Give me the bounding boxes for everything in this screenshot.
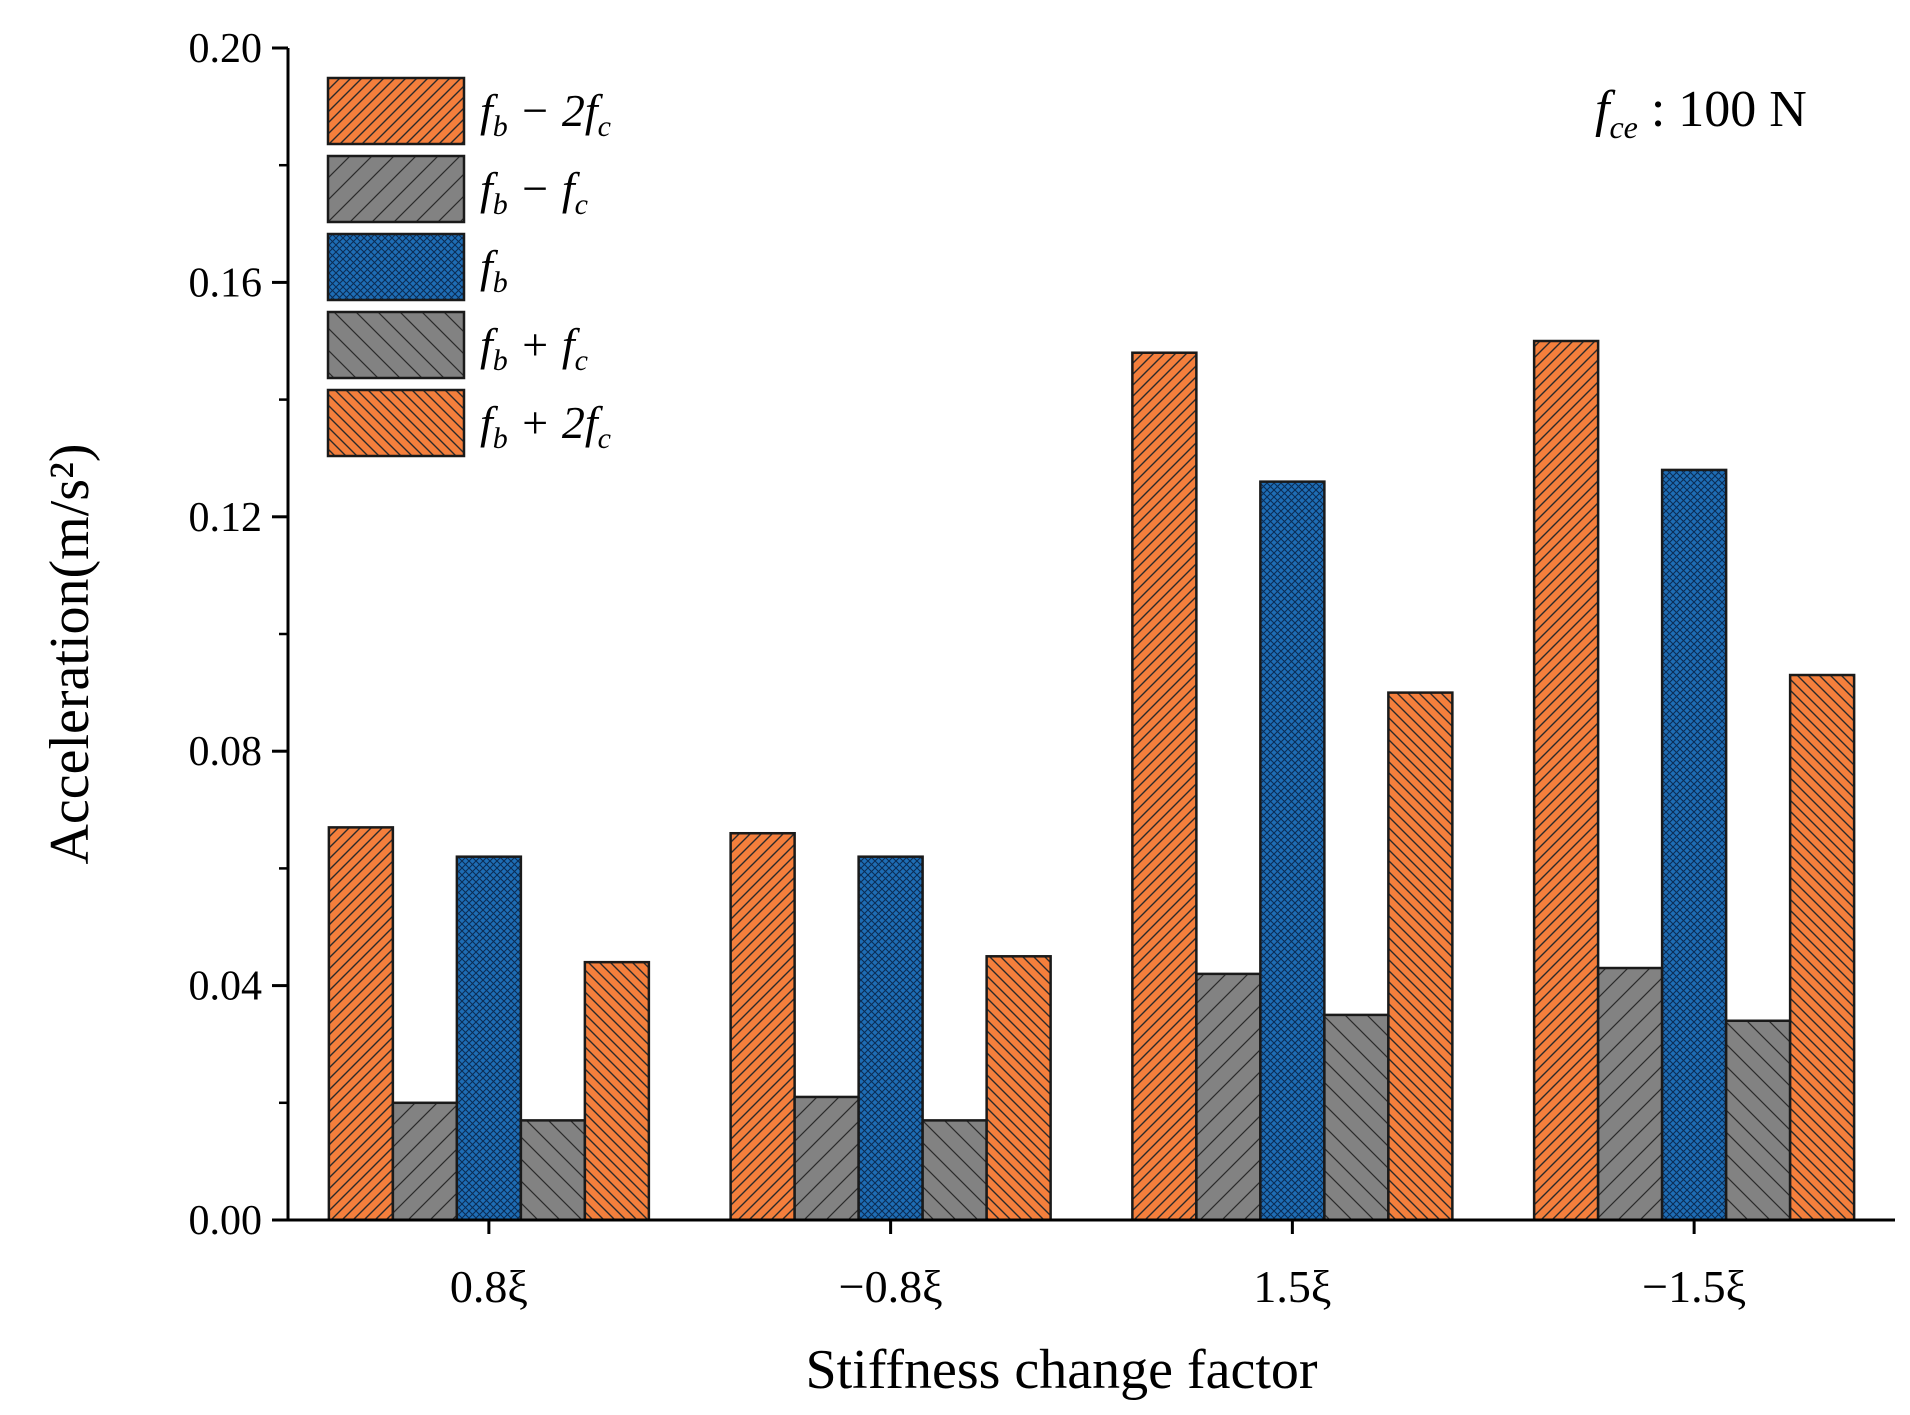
legend-label: fb − fc bbox=[480, 163, 588, 221]
x-tick-label: −1.5ξ bbox=[1642, 1261, 1746, 1312]
y-tick-label: 0.20 bbox=[189, 26, 263, 72]
y-tick-label: 0.12 bbox=[189, 495, 263, 541]
y-tick-label: 0.04 bbox=[189, 964, 263, 1010]
bar-2-0 bbox=[1131, 351, 1198, 1222]
legend-label: fb + fc bbox=[480, 319, 588, 377]
bar-1-1 bbox=[793, 1095, 860, 1222]
bar-1-2 bbox=[857, 855, 924, 1222]
bar-2-2 bbox=[1259, 480, 1326, 1222]
x-tick-label: 0.8ξ bbox=[450, 1261, 528, 1312]
bar-0-1 bbox=[391, 1101, 459, 1222]
legend-swatch bbox=[326, 388, 466, 458]
legend-swatch bbox=[326, 76, 466, 146]
legend-swatch bbox=[326, 310, 466, 380]
bar-1-4 bbox=[985, 955, 1052, 1222]
y-axis-title: Acceleration(m/s²) bbox=[39, 443, 101, 864]
axes-layer: 0.00 0.04 0.08 0.12 0.16 0.20 0.8ξ −0.8ξ 1.5ξ −1.… bbox=[39, 26, 1895, 1401]
bar-3-2 bbox=[1660, 468, 1728, 1222]
x-tick-label: −0.8ξ bbox=[839, 1261, 943, 1312]
x-axis-title: Stiffness change factor bbox=[805, 1339, 1317, 1401]
bars-layer bbox=[327, 339, 1856, 1222]
bar-0-2 bbox=[455, 855, 523, 1222]
bar-2-3 bbox=[1323, 1013, 1390, 1222]
bar-2-1 bbox=[1195, 972, 1262, 1222]
bar-1-0 bbox=[729, 831, 796, 1222]
bar-3-3 bbox=[1724, 1019, 1792, 1222]
x-tick-label: 1.5ξ bbox=[1253, 1261, 1331, 1312]
legend-label: fb − 2fc bbox=[480, 85, 611, 143]
bar-2-4 bbox=[1387, 691, 1454, 1222]
legend-label: fb + 2fc bbox=[480, 397, 611, 455]
bar-0-4 bbox=[583, 960, 651, 1222]
y-tick-label: 0.00 bbox=[189, 1198, 263, 1244]
legend-swatch bbox=[326, 232, 466, 302]
bar-0-0 bbox=[327, 826, 395, 1222]
bar-0-3 bbox=[519, 1119, 587, 1222]
legend-label: fb bbox=[480, 241, 508, 299]
bar-1-3 bbox=[921, 1119, 988, 1222]
legend: fb − 2fc fb − fc fb fb + fc fb + 2fc bbox=[326, 76, 611, 458]
bar-3-0 bbox=[1532, 339, 1600, 1222]
annotation: fce : 100 N bbox=[1595, 81, 1807, 145]
y-tick-label: 0.16 bbox=[189, 260, 263, 306]
annotation-text: fce : 100 N bbox=[1595, 81, 1807, 145]
legend-swatch bbox=[326, 154, 466, 224]
bar-3-4 bbox=[1788, 673, 1856, 1222]
y-tick-label: 0.08 bbox=[189, 729, 263, 775]
bar-3-1 bbox=[1596, 966, 1664, 1222]
